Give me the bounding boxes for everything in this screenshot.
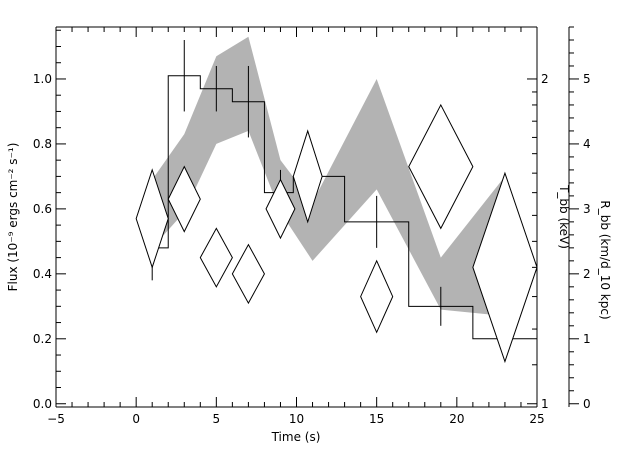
temperature-diamond-7 [408,103,474,230]
temperature-diamond-8 [472,171,538,364]
y-tick-label-1: 0.2 [33,332,52,346]
y-tick-label-2: 0.4 [33,267,52,281]
y-axis-label-left: Flux (10⁻⁹ ergs cm⁻² s⁻¹) [6,143,20,292]
radius-tick-label-0: 0 [583,397,591,411]
x-tick-label-5: 20 [449,412,464,426]
x-axis-label: Time (s) [271,430,321,444]
temperature-diamond-5 [292,129,323,224]
temperature-diamond-4 [265,178,296,240]
radius-tick-label-5: 5 [583,72,591,86]
y-tick-label-0: 0.0 [33,397,52,411]
radius-tick-label-1: 1 [583,332,591,346]
temperature-diamond-0 [135,168,169,269]
x-tick-label-6: 25 [529,412,544,426]
x-tick-label-0: −5 [47,412,65,426]
radius-tick-label-3: 3 [583,202,591,216]
x-tick-label-1: 0 [132,412,140,426]
y-tick-label-4: 0.8 [33,137,52,151]
y-axis-label-right-inner: T_bb (keV) [557,184,571,249]
temp-tick-label-1: 2 [541,72,549,86]
x-tick-label-2: 5 [213,412,221,426]
temperature-diamond-1 [167,165,201,233]
x-tick-label-4: 15 [369,412,384,426]
temperature-diamond-3 [231,243,266,305]
temp-tick-label-0: 1 [541,397,549,411]
temperature-diamond-6 [360,259,394,334]
x-tick-label-3: 10 [289,412,304,426]
temperature-diamond-2 [199,227,233,288]
y-tick-label-3: 0.6 [33,202,52,216]
x-axis-ticks: −5 0 5 10 15 20 25 [47,27,545,426]
temperature-axis-ticks: 12 [527,72,549,411]
radius-axis-ticks: 0 1 2 3 4 5 [568,26,591,411]
y-axis-ticks: 0.0 0.2 0.4 0.6 0.8 1.0 [33,29,66,411]
radius-tick-label-4: 4 [583,137,591,151]
radius-tick-label-2: 2 [583,267,591,281]
y-tick-label-5: 1.0 [33,72,52,86]
temperature-diamond-layer [135,103,538,364]
y-axis-label-right-outer: R_bb (km/d_10 kpc) [598,200,612,319]
